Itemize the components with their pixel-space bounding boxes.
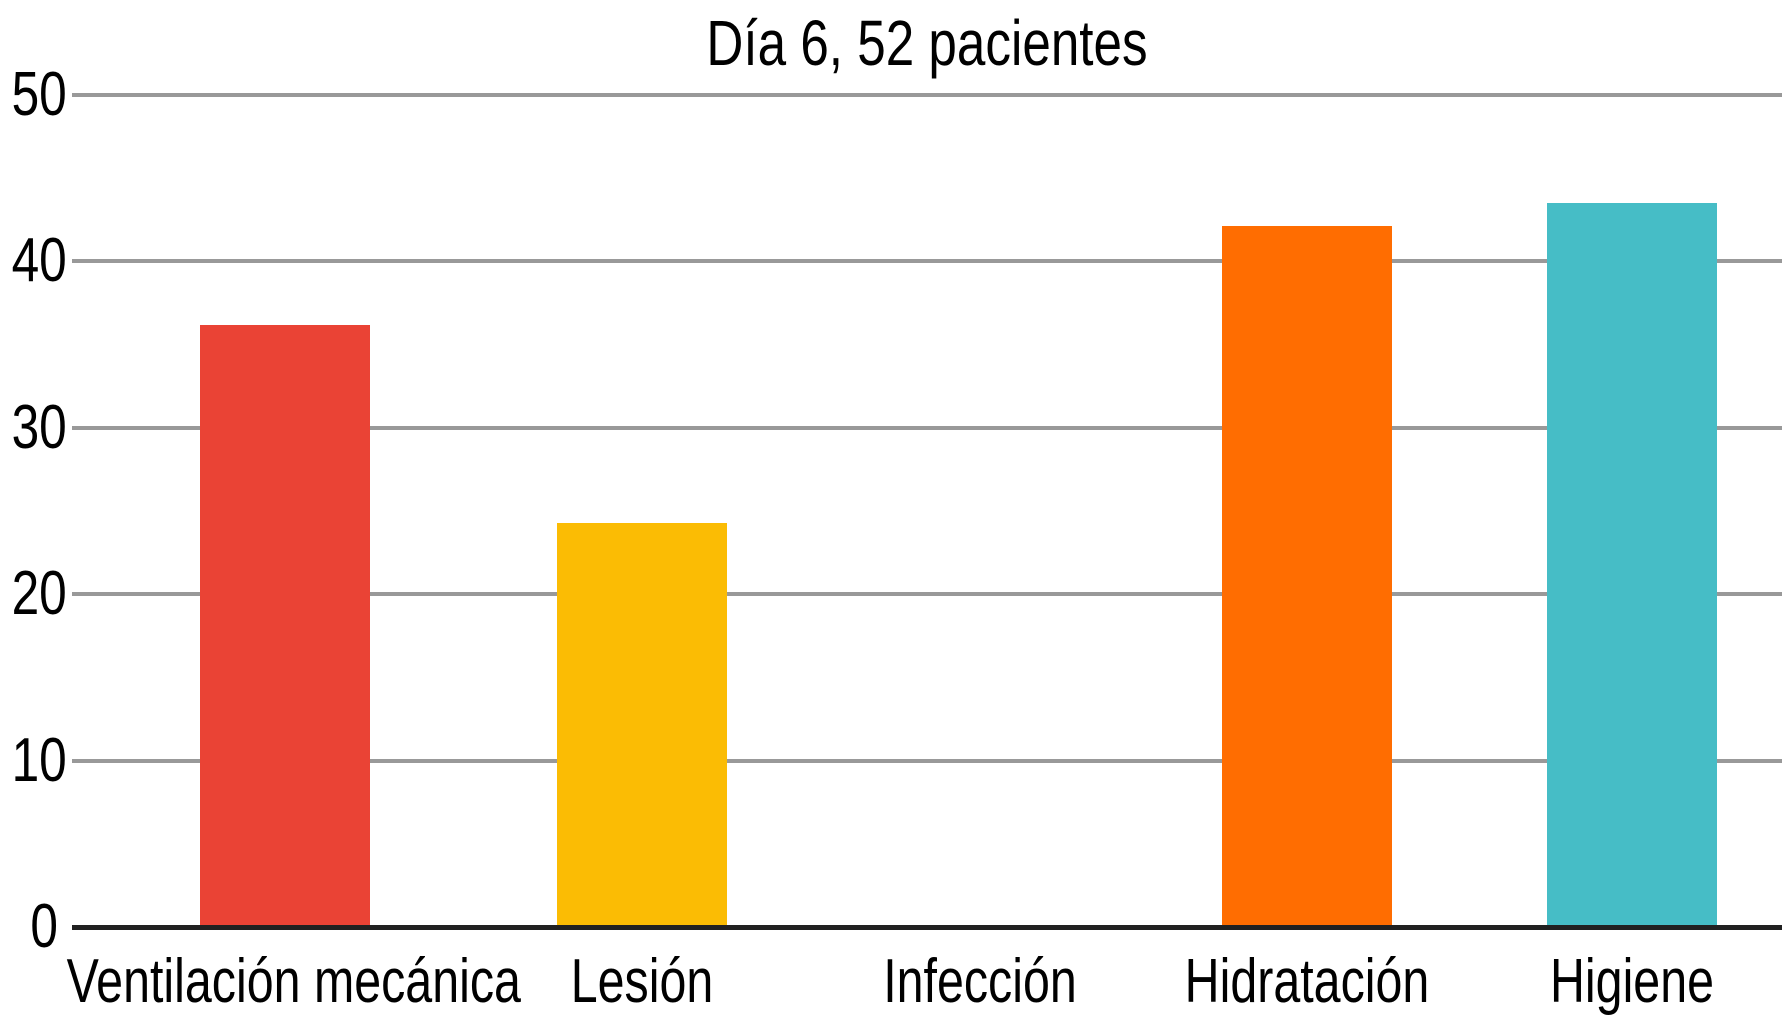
gridline-50 — [72, 93, 1782, 97]
chart-title: Día 6, 52 pacientes — [706, 7, 1148, 79]
x-axis-line — [72, 925, 1782, 930]
x-cat-label-infeccion: Infección — [883, 947, 1077, 1016]
x-cat-label-higiene: Higiene — [1550, 947, 1714, 1016]
gridline-40 — [72, 259, 1782, 263]
bar-ventilacion-mecanica — [200, 325, 370, 927]
bar-lesion — [557, 523, 727, 927]
y-tick-label-30: 30 — [11, 393, 67, 462]
y-tick-label-20: 20 — [11, 559, 67, 628]
x-cat-label-hidratacion: Hidratación — [1184, 947, 1430, 1016]
gridline-20 — [72, 592, 1782, 596]
gridline-30 — [72, 426, 1782, 430]
bar-hidratacion — [1222, 226, 1392, 927]
y-tick-label-50: 50 — [11, 60, 67, 129]
y-tick-label-40: 40 — [11, 226, 67, 295]
y-tick-label-10: 10 — [11, 726, 67, 795]
x-cat-label-ventilacion-mecanica: Ventilación mecánica — [66, 947, 521, 1016]
bar-higiene — [1547, 203, 1717, 927]
x-cat-label-lesion: Lesión — [570, 947, 714, 1016]
gridline-10 — [72, 759, 1782, 763]
y-tick-label-0: 0 — [30, 892, 58, 961]
